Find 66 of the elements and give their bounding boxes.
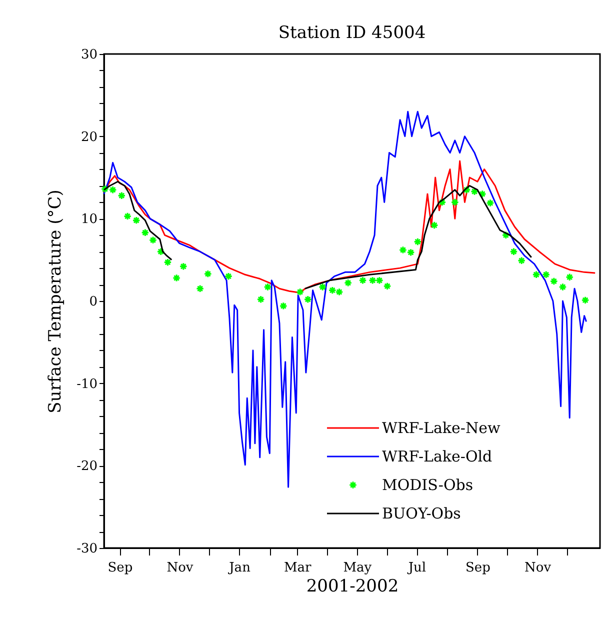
point (141, 228, 150, 237)
point (318, 282, 327, 292)
point (179, 262, 188, 271)
point (256, 295, 265, 304)
point (558, 282, 567, 292)
y-tick-label: -10 (76, 376, 98, 392)
point (304, 295, 312, 304)
point (148, 236, 158, 244)
x-tick-label: Nov (524, 560, 552, 576)
line-series (103, 160, 596, 294)
y-tick-label: -30 (76, 542, 98, 556)
point (196, 284, 204, 293)
point (296, 288, 304, 296)
point (156, 247, 165, 256)
point (450, 198, 460, 206)
point (414, 238, 422, 246)
point (100, 184, 110, 194)
point (462, 186, 471, 194)
legend-label: WRF-Lake-New (382, 419, 500, 437)
y-tick-label: 30 (80, 48, 98, 62)
y-tick-label: 10 (80, 212, 98, 228)
x-tick-label: Sep (108, 560, 133, 576)
chart-title: Station ID 45004 (278, 23, 426, 43)
point (172, 274, 181, 282)
x-tick-label: May (343, 560, 372, 576)
point (486, 198, 494, 208)
point (478, 190, 486, 198)
x-tick-label: Jan (227, 560, 252, 576)
point (542, 270, 550, 279)
point (532, 270, 540, 279)
point (430, 221, 438, 230)
legend-label: MODIS-Obs (382, 476, 474, 494)
point (550, 277, 558, 286)
point (335, 288, 344, 296)
point (108, 186, 117, 194)
point (398, 246, 408, 254)
y-tick-label: -20 (76, 459, 98, 474)
y-tick-label: 20 (80, 130, 98, 145)
point (344, 278, 352, 287)
point (510, 247, 518, 256)
point (406, 248, 415, 257)
point (328, 286, 336, 294)
point (502, 231, 510, 240)
point (118, 192, 126, 200)
point (264, 282, 272, 292)
point (279, 302, 288, 310)
point (164, 258, 172, 266)
point (566, 273, 574, 282)
point (224, 272, 233, 280)
point (204, 270, 212, 278)
x-tick-label: Jul (406, 560, 426, 576)
x-tick-label: Mar (284, 560, 312, 576)
y-tick-label: 0 (89, 294, 98, 310)
point (383, 282, 392, 290)
x-axis-title: 2001-2002 (306, 576, 399, 596)
legend-label: WRF-Lake-Old (382, 448, 493, 466)
point (581, 296, 590, 304)
point (517, 256, 526, 265)
point (132, 216, 140, 224)
y-axis-title: Surface Temperature (°C) (46, 190, 66, 414)
x-tick-label: Nov (166, 560, 194, 576)
point (123, 212, 132, 220)
point (438, 198, 446, 206)
point (358, 276, 367, 285)
x-tick-label: Sep (466, 560, 490, 576)
legend-label: BUOY-Obs (382, 504, 461, 522)
